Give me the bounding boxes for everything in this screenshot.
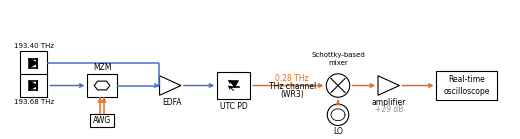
Bar [90, 114, 114, 127]
Text: THz channel: THz channel [268, 82, 316, 91]
Circle shape [327, 74, 350, 97]
Text: MZM: MZM [93, 63, 111, 72]
Bar [436, 71, 497, 100]
Polygon shape [160, 76, 181, 95]
Text: amplifier: amplifier [371, 98, 406, 107]
Polygon shape [378, 76, 399, 95]
Polygon shape [29, 81, 37, 90]
Text: 193.68 THz: 193.68 THz [14, 99, 54, 105]
Bar [87, 74, 116, 97]
Text: EDFA: EDFA [162, 98, 182, 107]
Bar [20, 51, 47, 75]
Text: AWG: AWG [93, 116, 111, 125]
Bar [217, 72, 250, 99]
Text: 0.28 THz: 0.28 THz [276, 74, 309, 83]
Text: LO: LO [333, 127, 343, 136]
Text: Real-time
oscilloscope: Real-time oscilloscope [444, 75, 490, 96]
Text: UTC PD: UTC PD [220, 102, 248, 111]
Polygon shape [29, 59, 37, 68]
Polygon shape [230, 81, 239, 87]
Polygon shape [94, 81, 110, 90]
Text: (WR3): (WR3) [280, 90, 304, 99]
Text: 193.40 THz: 193.40 THz [14, 44, 54, 49]
Bar [20, 74, 47, 97]
Text: +29 dB: +29 dB [374, 105, 403, 114]
Text: Schottky-based
mixer: Schottky-based mixer [311, 52, 365, 66]
Circle shape [327, 104, 349, 126]
